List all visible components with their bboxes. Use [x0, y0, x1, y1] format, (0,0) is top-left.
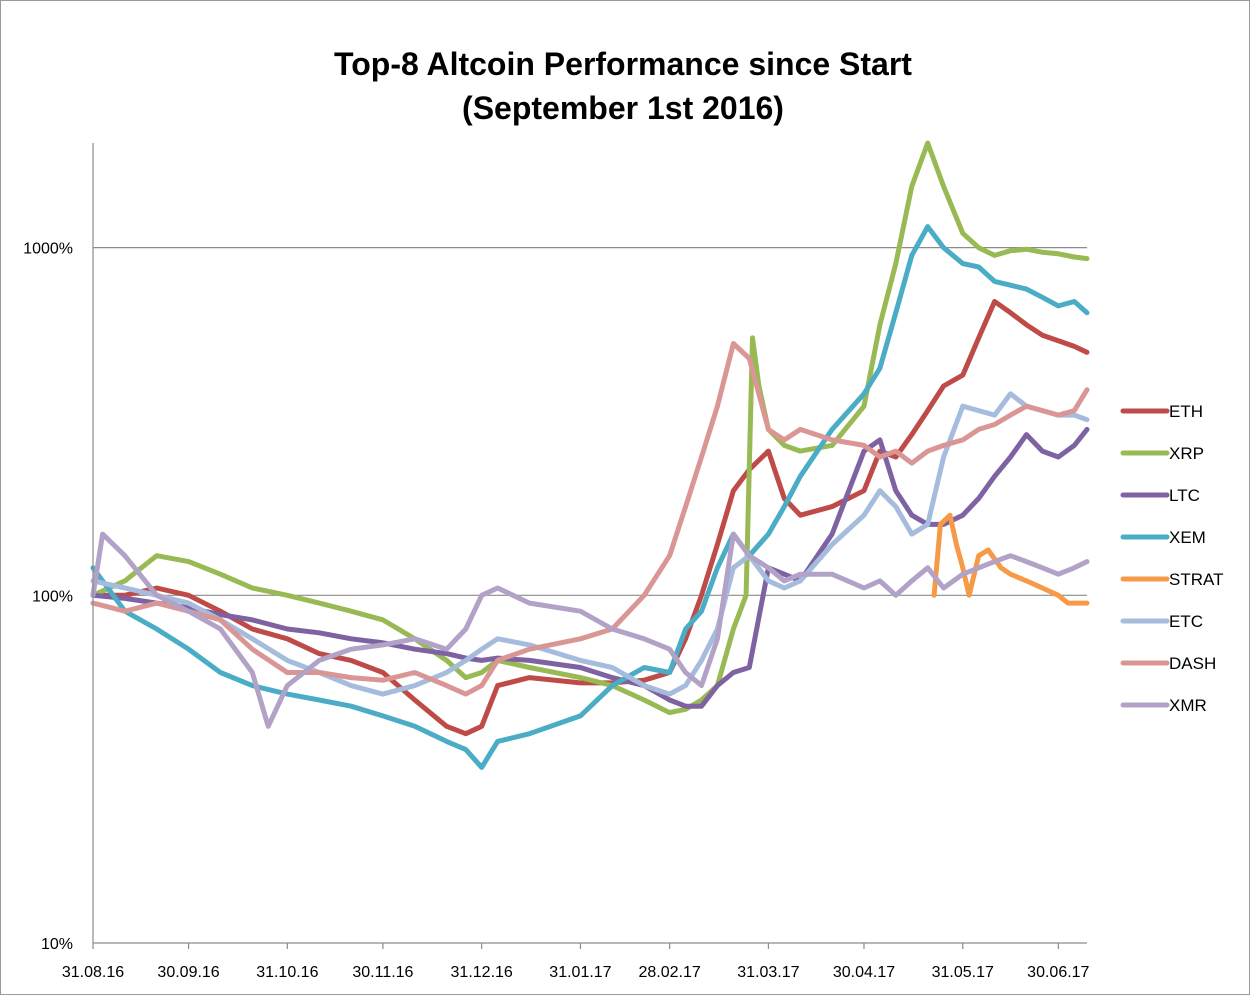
axis-layer: 10% 100% 1000% 31.08.16 30.09.16 31.10.16 30.1… [23, 143, 1090, 981]
series-line-strat [931, 512, 1090, 606]
legend-label-xem: XEM [1169, 528, 1206, 547]
x-tick-label: 30.09.16 [157, 964, 219, 981]
series-line-ltc [90, 426, 1090, 709]
y-tick-label: 10% [41, 936, 73, 953]
x-tick-label: 31.10.16 [256, 964, 318, 981]
x-tick-label: 30.06.17 [1027, 964, 1089, 981]
x-tick-label: 31.05.17 [932, 964, 994, 981]
y-tick-label: 1000% [23, 241, 73, 258]
legend-label-eth: ETH [1169, 402, 1203, 421]
legend-label-ltc: LTC [1169, 486, 1200, 505]
legend-label-strat: STRAT [1169, 570, 1223, 589]
chart-title: Top-8 Altcoin Performance since Start [334, 46, 912, 82]
legend-label-etc: ETC [1169, 612, 1203, 631]
grid-layer [93, 247, 1087, 596]
x-tick-label: 30.04.17 [833, 964, 895, 981]
x-tick-label: 31.08.16 [62, 964, 124, 981]
series-line-dash [90, 341, 1090, 697]
y-tick-label: 100% [32, 588, 73, 605]
series-line-xrp [90, 140, 1090, 716]
series-line-eth [90, 299, 1090, 737]
x-tick-label: 31.01.17 [549, 964, 611, 981]
legend-label-xrp: XRP [1169, 444, 1204, 463]
x-tick-label: 28.02.17 [639, 964, 701, 981]
series-layer [90, 140, 1090, 770]
x-tick-label: 30.11.16 [352, 964, 413, 981]
x-tick-label: 31.12.16 [451, 964, 513, 981]
legend-label-xmr: XMR [1169, 696, 1207, 715]
legend: ETH XRP LTC XEM STRAT ETC DASH XMR [1120, 402, 1223, 715]
legend-label-dash: DASH [1169, 654, 1216, 673]
chart-subtitle: (September 1st 2016) [462, 90, 784, 126]
x-tick-label: 31.03.17 [737, 964, 799, 981]
series-line-xmr [90, 531, 1090, 729]
series-line-xem [90, 224, 1090, 770]
